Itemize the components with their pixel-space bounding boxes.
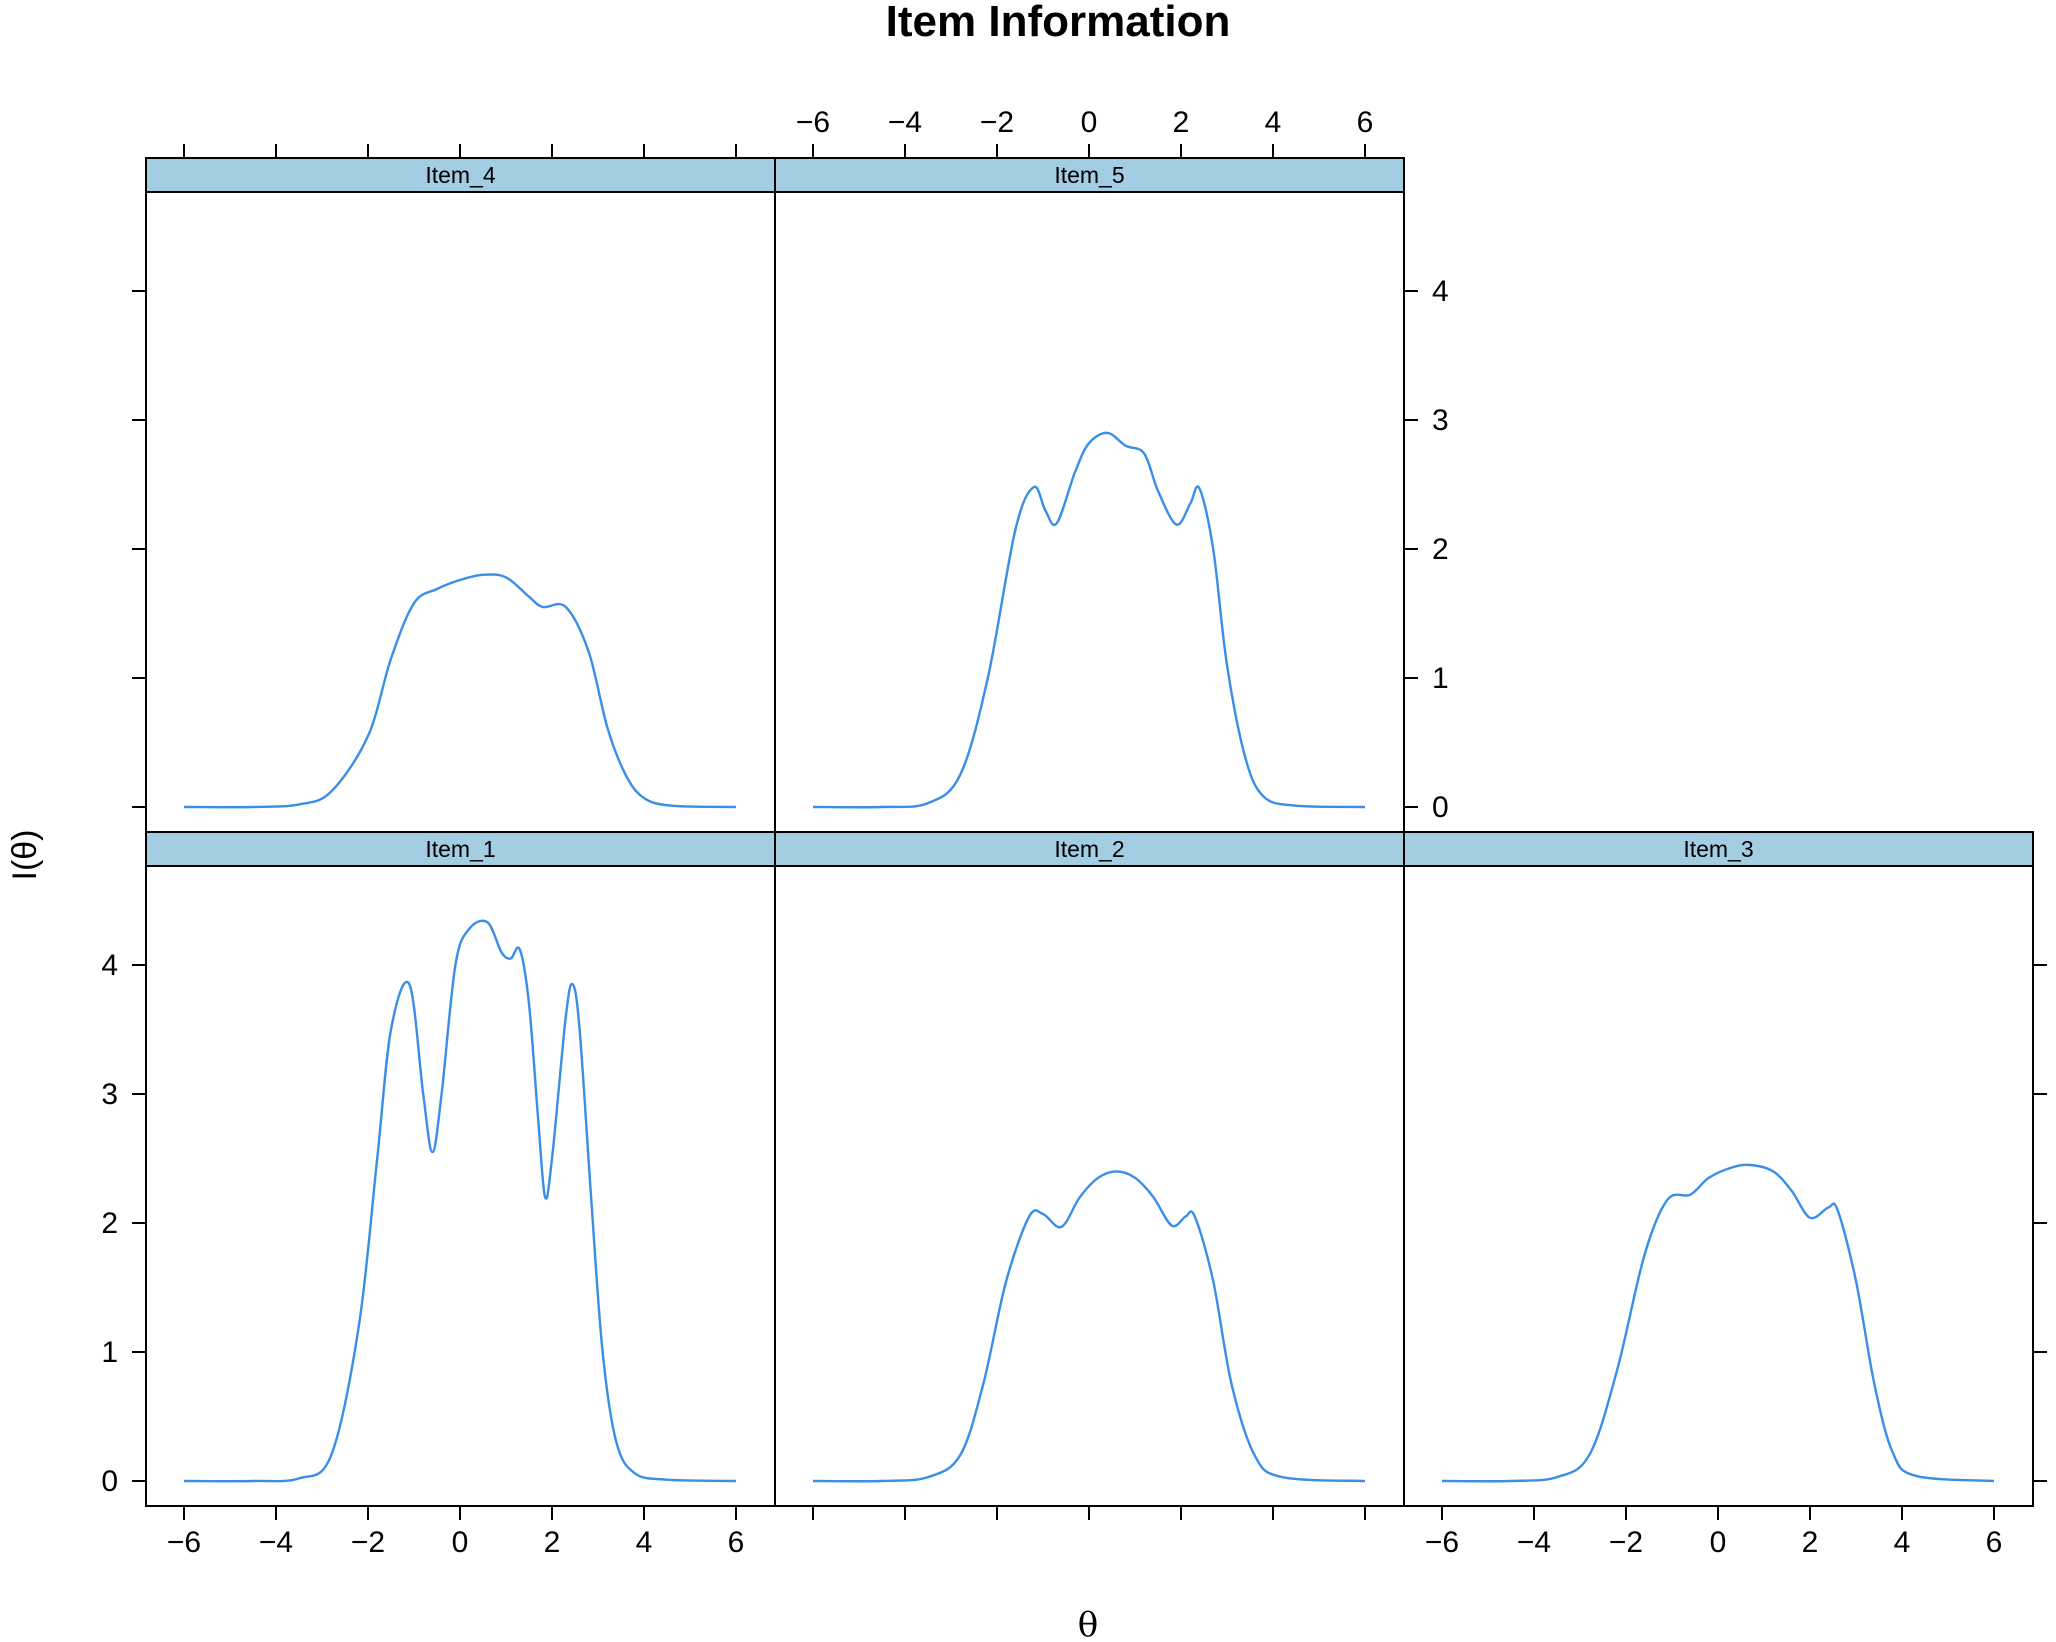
- panel-frame: [145, 865, 776, 1507]
- y-axis-label: I(θ): [6, 830, 44, 881]
- x-tick-label: 2: [544, 1526, 561, 1559]
- panel-item-4: Item_4: [145, 157, 776, 833]
- y-tick-label: 2: [101, 1207, 118, 1240]
- x-tick-label: 4: [1894, 1526, 1911, 1559]
- y-tick-label: 2: [1432, 533, 1449, 566]
- series-line-item-1: [183, 919, 737, 1483]
- x-tick-label: 4: [636, 1526, 653, 1559]
- y-tick-label: 4: [101, 949, 118, 982]
- x-tick-label: −2: [1609, 1526, 1643, 1559]
- panel-strip: [774, 157, 1405, 193]
- y-tick-label: 0: [101, 1465, 118, 1498]
- x-tick-label: 2: [1173, 106, 1190, 139]
- panel-frame: [774, 191, 1405, 833]
- panel-strip: [145, 157, 776, 193]
- panel-item-2: Item_2: [774, 831, 1405, 1507]
- series-line-item-4: [183, 573, 737, 809]
- x-tick-label: −6: [796, 106, 830, 139]
- x-tick-label: 6: [728, 1526, 745, 1559]
- x-tick-label: −4: [888, 106, 922, 139]
- x-tick-label: −2: [980, 106, 1014, 139]
- x-tick-label: 2: [1802, 1526, 1819, 1559]
- x-tick-label: −2: [351, 1526, 385, 1559]
- x-tick-label: 0: [1710, 1526, 1727, 1559]
- y-tick-label: 1: [101, 1336, 118, 1369]
- x-tick-label: −6: [1425, 1526, 1459, 1559]
- axes-layer: −6 −4 −2 0 2 4 6 −6 −4 −2 0 2 4 6 −6 −4 −2 0 2 4 6 0 1 2 3 4 0 1 2 3 4: [101, 106, 2047, 1559]
- x-axis-label: θ: [1078, 1605, 1098, 1642]
- x-tick-label: 6: [1357, 106, 1374, 139]
- series-line-item-3: [1441, 1163, 1995, 1483]
- x-tick-label: 6: [1986, 1526, 2003, 1559]
- panel-frame: [145, 191, 776, 833]
- x-tick-label: 4: [1265, 106, 1282, 139]
- panel-strip-label: Item_5: [1054, 162, 1124, 188]
- x-tick-label: −4: [259, 1526, 293, 1559]
- panel-item-1: Item_1: [145, 831, 776, 1507]
- panel-item-3: Item_3: [1403, 831, 2034, 1507]
- y-tick-label: 4: [1432, 275, 1449, 308]
- series-line-item-2: [812, 1170, 1366, 1483]
- series-line-item-5: [812, 431, 1366, 809]
- panel-frame: [1403, 865, 2034, 1507]
- panel-strip-label: Item_4: [425, 162, 496, 188]
- y-tick-label: 1: [1432, 662, 1449, 695]
- panels-layer: Item_4 Item_5 Item_1 Item_2 Item_3: [145, 157, 2034, 1507]
- x-tick-label: −4: [1517, 1526, 1551, 1559]
- chart-title: Item Information: [886, 0, 1231, 46]
- panel-strip-label: Item_3: [1683, 836, 1753, 862]
- y-tick-label: 3: [1432, 404, 1449, 437]
- panel-strip-label: Item_2: [1054, 836, 1124, 862]
- y-tick-label: 3: [101, 1078, 118, 1111]
- x-tick-label: 0: [1081, 106, 1098, 139]
- panel-item-5: Item_5: [774, 157, 1405, 833]
- x-tick-label: 0: [452, 1526, 469, 1559]
- y-tick-label: 0: [1432, 791, 1449, 824]
- panel-strip-label: Item_1: [425, 836, 495, 862]
- x-tick-label: −6: [167, 1526, 201, 1559]
